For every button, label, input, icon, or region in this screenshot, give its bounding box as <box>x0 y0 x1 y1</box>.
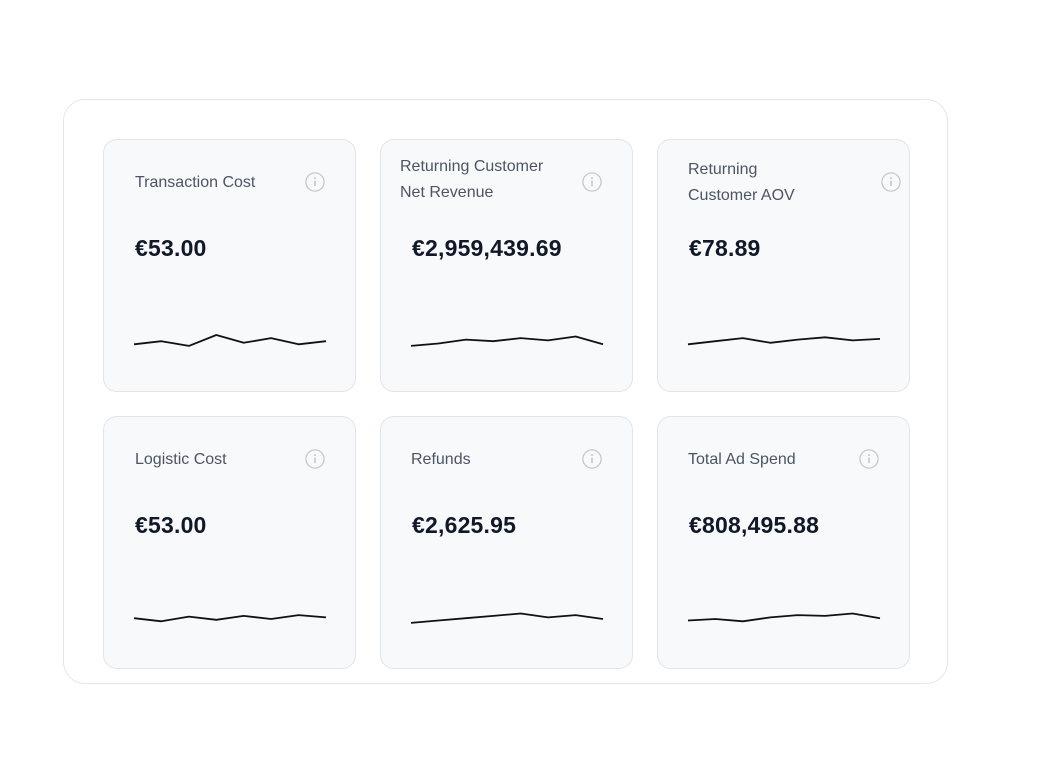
info-icon[interactable] <box>859 449 879 469</box>
card-value: €808,495.88 <box>689 512 820 538</box>
metric-card-returning-customer-net-revenue[interactable]: Returning Customer Net Revenue €2,959,43… <box>380 139 633 392</box>
card-title-line: Total Ad Spend <box>688 451 796 468</box>
metric-card-total-ad-spend[interactable]: Total Ad Spend €808,495.88 <box>657 416 910 669</box>
info-icon[interactable] <box>305 449 325 469</box>
info-icon[interactable] <box>881 172 901 192</box>
card-title: Total Ad Spend <box>688 447 796 473</box>
metric-card-returning-customer-aov[interactable]: Returning Customer AOV €78.89 <box>657 139 910 392</box>
sparkline-chart <box>133 334 327 347</box>
sparkline-path <box>687 336 881 346</box>
card-title: Returning Customer AOV <box>688 157 795 209</box>
card-value: €2,959,439.69 <box>412 235 562 261</box>
sparkline-chart <box>410 335 604 347</box>
metric-card-logistic-cost[interactable]: Logistic Cost €53.00 <box>103 416 356 669</box>
metric-card-refunds[interactable]: Refunds €2,625.95 <box>380 416 633 669</box>
card-title: Returning Customer Net Revenue <box>400 154 543 206</box>
card-value: €78.89 <box>689 235 761 261</box>
sparkline-path <box>687 612 881 623</box>
card-title-line: Customer AOV <box>688 187 795 204</box>
card-title-line: Logistic Cost <box>135 451 227 468</box>
card-title-line: Refunds <box>411 451 471 468</box>
sparkline-chart <box>133 614 327 623</box>
info-icon[interactable] <box>305 172 325 192</box>
card-title: Refunds <box>411 447 471 473</box>
info-icon[interactable] <box>582 172 602 192</box>
sparkline-chart <box>687 336 881 346</box>
metrics-panel: Transaction Cost €53.00 Returning Custom… <box>63 99 948 684</box>
sparkline-path <box>133 614 327 623</box>
sparkline-chart <box>410 612 604 624</box>
sparkline-path <box>410 335 604 347</box>
card-title-line: Returning <box>688 161 758 178</box>
card-title: Transaction Cost <box>135 170 255 196</box>
card-title: Logistic Cost <box>135 447 227 473</box>
metric-card-transaction-cost[interactable]: Transaction Cost €53.00 <box>103 139 356 392</box>
card-value: €53.00 <box>135 512 207 538</box>
sparkline-chart <box>687 612 881 623</box>
card-value: €53.00 <box>135 235 207 261</box>
info-icon[interactable] <box>582 449 602 469</box>
sparkline-path <box>133 334 327 347</box>
card-value: €2,625.95 <box>412 512 517 538</box>
sparkline-path <box>410 612 604 624</box>
card-title-line: Transaction Cost <box>135 174 256 191</box>
card-title-line: Net Revenue <box>400 184 494 201</box>
card-title-line: Returning Customer <box>400 158 544 175</box>
